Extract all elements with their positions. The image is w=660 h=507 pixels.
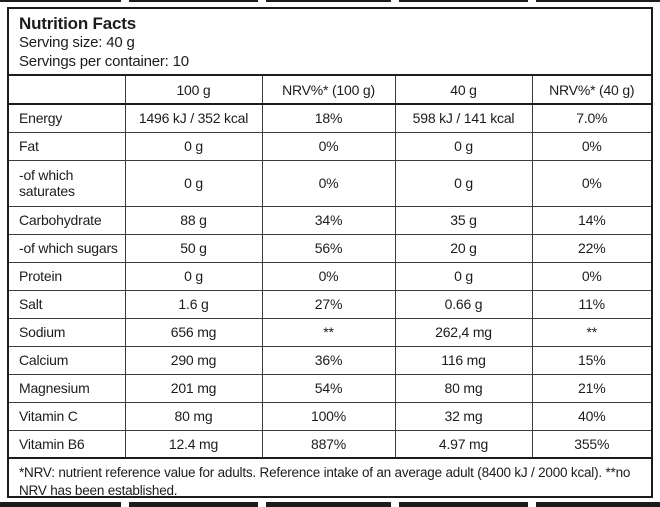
value-40g: 80 mg <box>394 373 533 403</box>
edge-segment <box>129 502 258 507</box>
edge-segment <box>399 502 528 507</box>
value-40g: 598 kJ / 141 kcal <box>394 103 533 133</box>
table-row-calcium: Calcium 290 mg 36% 116 mg 15% <box>9 345 651 375</box>
table-row-carbohydrate: Carbohydrate 88 g 34% 35 g 14% <box>9 205 651 235</box>
value-40g: 0.66 g <box>394 289 533 319</box>
value-nrv-100g: 54% <box>261 373 396 403</box>
value-nrv-100g: 0% <box>261 261 396 291</box>
column-header-nrv-40g: NRV%* (40 g) <box>531 76 651 105</box>
value-nrv-100g: 100% <box>261 401 396 431</box>
value-nrv-100g: 36% <box>261 345 396 375</box>
nutrient-label: Magnesium <box>9 373 126 403</box>
value-nrv-100g: 27% <box>261 289 396 319</box>
table-row-protein: Protein 0 g 0% 0 g 0% <box>9 261 651 291</box>
value-100g: 12.4 mg <box>124 429 263 459</box>
value-100g: 80 mg <box>124 401 263 431</box>
nutrient-label: -of which sugars <box>9 233 126 263</box>
nutrient-label: Sodium <box>9 317 126 347</box>
table-footnote-row: *NRV: nutrient reference value for adult… <box>9 457 651 504</box>
value-nrv-100g: ** <box>261 317 396 347</box>
value-nrv-40g: 0% <box>531 261 651 291</box>
value-100g: 0 g <box>124 159 263 207</box>
edge-segment <box>266 0 391 2</box>
value-40g: 0 g <box>394 159 533 207</box>
nutrition-table: 100 g NRV%* (100 g) 40 g NRV%* (40 g) En… <box>9 76 651 504</box>
value-nrv-40g: 40% <box>531 401 651 431</box>
value-nrv-40g: 0% <box>531 131 651 161</box>
column-header-nrv-100g: NRV%* (100 g) <box>261 76 396 105</box>
value-nrv-100g: 56% <box>261 233 396 263</box>
table-header-row: 100 g NRV%* (100 g) 40 g NRV%* (40 g) <box>9 76 651 105</box>
cropped-table-edge-bottom <box>0 502 660 507</box>
value-nrv-40g: 11% <box>531 289 651 319</box>
value-100g: 290 mg <box>124 345 263 375</box>
value-100g: 50 g <box>124 233 263 263</box>
value-100g: 88 g <box>124 205 263 235</box>
value-100g: 0 g <box>124 131 263 161</box>
value-nrv-40g: ** <box>531 317 651 347</box>
value-40g: 0 g <box>394 261 533 291</box>
value-nrv-100g: 34% <box>261 205 396 235</box>
value-nrv-40g: 15% <box>531 345 651 375</box>
nutrient-label: Carbohydrate <box>9 205 126 235</box>
table-row-fat: Fat 0 g 0% 0 g 0% <box>9 131 651 161</box>
value-nrv-40g: 7.0% <box>531 103 651 133</box>
table-row-salt: Salt 1.6 g 27% 0.66 g 11% <box>9 289 651 319</box>
value-40g: 0 g <box>394 131 533 161</box>
value-40g: 262,4 mg <box>394 317 533 347</box>
nutrition-facts-panel: Nutrition Facts Serving size: 40 g Servi… <box>7 7 653 504</box>
nutrient-label: -of which saturates <box>9 159 126 207</box>
value-40g: 4.97 mg <box>394 429 533 459</box>
column-header-40g: 40 g <box>394 76 533 105</box>
label-header: Nutrition Facts Serving size: 40 g Servi… <box>9 9 651 76</box>
value-40g: 116 mg <box>394 345 533 375</box>
value-nrv-100g: 0% <box>261 159 396 207</box>
servings-per-container-text: Servings per container: 10 <box>19 52 189 70</box>
cropped-table-edge-top <box>0 0 660 2</box>
value-nrv-40g: 355% <box>531 429 651 459</box>
table-row-sodium: Sodium 656 mg ** 262,4 mg ** <box>9 317 651 347</box>
value-100g: 1496 kJ / 352 kcal <box>124 103 263 133</box>
nutrient-label: Vitamin B6 <box>9 429 126 459</box>
table-row-saturates: -of which saturates 0 g 0% 0 g 0% <box>9 159 651 207</box>
nrv-footnote: *NRV: nutrient reference value for adult… <box>9 457 651 504</box>
table-row-sugars: -of which sugars 50 g 56% 20 g 22% <box>9 233 651 263</box>
value-nrv-100g: 18% <box>261 103 396 133</box>
edge-segment <box>399 0 528 2</box>
column-header-100g: 100 g <box>124 76 263 105</box>
value-nrv-40g: 22% <box>531 233 651 263</box>
page-title: Nutrition Facts <box>19 14 136 33</box>
value-40g: 32 mg <box>394 401 533 431</box>
edge-segment <box>129 0 258 2</box>
value-100g: 0 g <box>124 261 263 291</box>
table-row-vitamin-c: Vitamin C 80 mg 100% 32 mg 40% <box>9 401 651 431</box>
value-nrv-100g: 0% <box>261 131 396 161</box>
edge-segment <box>0 0 121 2</box>
edge-segment <box>536 502 660 507</box>
serving-size-text: Serving size: 40 g <box>19 34 135 51</box>
value-100g: 656 mg <box>124 317 263 347</box>
value-nrv-40g: 14% <box>531 205 651 235</box>
edge-segment <box>0 502 121 507</box>
value-nrv-40g: 0% <box>531 159 651 207</box>
nutrient-label: Salt <box>9 289 126 319</box>
value-40g: 35 g <box>394 205 533 235</box>
value-100g: 1.6 g <box>124 289 263 319</box>
edge-segment <box>536 0 660 2</box>
edge-segment <box>266 502 391 507</box>
nutrient-label: Vitamin C <box>9 401 126 431</box>
table-row-energy: Energy 1496 kJ / 352 kcal 18% 598 kJ / 1… <box>9 103 651 133</box>
nutrient-label: Fat <box>9 131 126 161</box>
table-row-magnesium: Magnesium 201 mg 54% 80 mg 21% <box>9 373 651 403</box>
value-100g: 201 mg <box>124 373 263 403</box>
column-header-nutrient <box>9 76 126 105</box>
value-nrv-100g: 887% <box>261 429 396 459</box>
nutrient-label: Calcium <box>9 345 126 375</box>
value-40g: 20 g <box>394 233 533 263</box>
table-row-vitamin-b6: Vitamin B6 12.4 mg 887% 4.97 mg 355% <box>9 429 651 459</box>
nutrient-label: Protein <box>9 261 126 291</box>
nutrient-label: Energy <box>9 103 126 133</box>
value-nrv-40g: 21% <box>531 373 651 403</box>
